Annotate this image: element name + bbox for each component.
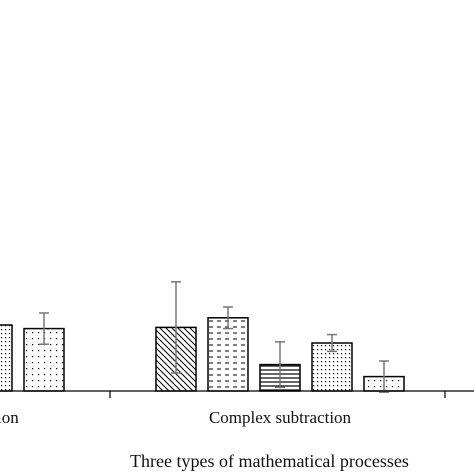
x-axis-title: Three types of mathematical processes bbox=[130, 451, 409, 471]
error-bar bbox=[275, 341, 285, 389]
x-tick-label-left: ion bbox=[0, 408, 19, 427]
error-bar bbox=[39, 312, 49, 345]
error-bar bbox=[171, 281, 181, 374]
bars-layer bbox=[0, 317, 405, 392]
x-tick-label-complex-subtraction: Complex subtraction bbox=[209, 408, 352, 427]
error-bar bbox=[223, 306, 233, 330]
error-bar bbox=[379, 360, 389, 393]
bar-ion-0 bbox=[0, 324, 13, 392]
error-bar bbox=[327, 333, 337, 353]
error-bars-layer bbox=[39, 281, 389, 393]
